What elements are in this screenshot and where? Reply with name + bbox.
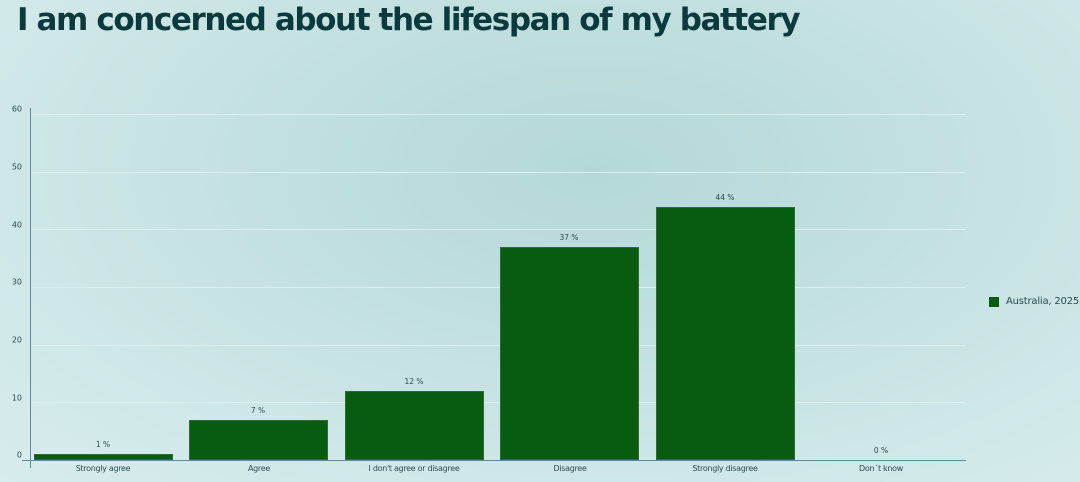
gridline-20 bbox=[32, 345, 966, 346]
gridline-60 bbox=[32, 114, 966, 115]
bar-strongly-disagree[interactable] bbox=[656, 207, 795, 460]
x-label-agree: Agree bbox=[247, 464, 270, 473]
x-label-strongly-agree: Strongly agree bbox=[75, 464, 131, 473]
value-label-strongly-agree: 1 % bbox=[95, 440, 111, 449]
value-label-disagree: 37 % bbox=[559, 233, 579, 242]
legend-item-australia-2025[interactable]: Australia, 2025 bbox=[989, 296, 1079, 307]
value-label-dont-know: 0 % bbox=[873, 446, 889, 455]
y-tick-60: 60 bbox=[11, 104, 22, 114]
x-label-neutral: I don't agree or disagree bbox=[368, 464, 460, 473]
y-tick-30: 30 bbox=[11, 277, 22, 287]
y-tick-10: 10 bbox=[11, 393, 22, 403]
gridline-10 bbox=[32, 402, 966, 403]
gridline-30 bbox=[32, 287, 966, 288]
gridline-40 bbox=[32, 229, 966, 230]
x-label-disagree: Disagree bbox=[553, 464, 587, 473]
bar-neutral[interactable] bbox=[345, 391, 484, 460]
value-label-neutral: 12 % bbox=[404, 377, 424, 386]
bar-agree[interactable] bbox=[189, 420, 328, 460]
chart-title: I am concerned about the lifespan of my … bbox=[17, 2, 801, 38]
x-axis-line bbox=[22, 460, 966, 461]
y-axis-line bbox=[30, 108, 31, 468]
bar-disagree[interactable] bbox=[500, 247, 639, 460]
x-label-dont-know: Don´t know bbox=[859, 464, 903, 473]
y-tick-20: 20 bbox=[11, 335, 22, 345]
bar-strongly-agree[interactable] bbox=[34, 454, 173, 460]
legend-label: Australia, 2025 bbox=[1006, 296, 1080, 307]
y-tick-40: 40 bbox=[11, 220, 22, 230]
value-label-agree: 7 % bbox=[250, 406, 266, 415]
gridline-50 bbox=[32, 172, 966, 173]
y-tick-50: 50 bbox=[11, 162, 22, 172]
x-label-strongly-disagree: Strongly disagree bbox=[692, 464, 758, 473]
y-tick-0: 0 bbox=[16, 450, 22, 460]
value-label-strongly-disagree: 44 % bbox=[715, 193, 735, 202]
legend-swatch-icon bbox=[989, 296, 999, 307]
